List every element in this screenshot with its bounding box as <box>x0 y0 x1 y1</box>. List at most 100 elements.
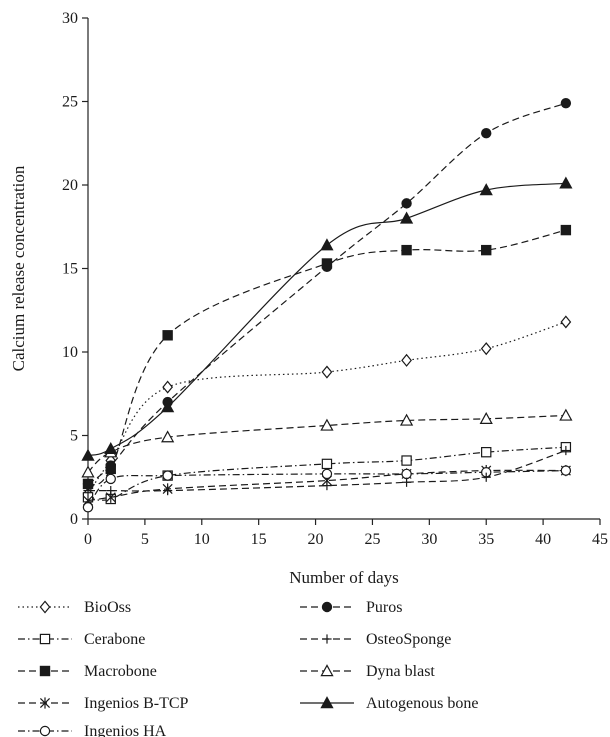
y-tick-label: 5 <box>70 428 78 445</box>
legend-label: Cerabone <box>84 631 145 648</box>
series-autogenous-bone <box>81 176 573 461</box>
data-point-cerabone <box>321 458 333 470</box>
data-point-osteosponge <box>561 445 571 456</box>
x-tick-label: 40 <box>535 531 551 548</box>
data-point-ingenios-ha <box>321 468 333 480</box>
data-point-puros <box>560 97 572 109</box>
data-point-puros <box>321 261 333 273</box>
legend-label: Dyna blast <box>366 663 435 680</box>
legend-label: BioOss <box>84 599 131 616</box>
data-point-dyna-blast <box>81 465 95 478</box>
x-tick-label: 10 <box>194 531 210 548</box>
y-axis-title: Calcium release concentration <box>9 165 28 371</box>
x-tick-label: 0 <box>84 531 92 548</box>
legend-item-biooss: BioOss <box>18 599 131 616</box>
data-point-dyna-blast <box>559 408 573 421</box>
series-line-autogenous-bone <box>87 182 566 457</box>
data-point-puros <box>105 460 116 471</box>
data-point-ingenios-ha <box>162 470 173 481</box>
data-point-puros <box>481 128 492 139</box>
series-osteosponge <box>83 445 571 496</box>
legend-item-ingenios-ha: Ingenios HA <box>18 723 167 737</box>
y-tick-label: 0 <box>70 511 78 528</box>
data-point-dyna-blast <box>479 411 493 424</box>
legend-label: Autogenous bone <box>366 695 478 712</box>
legend-label: OsteoSponge <box>366 631 451 648</box>
data-point-ingenios-ha <box>82 502 94 513</box>
data-point-osteosponge <box>481 472 491 482</box>
data-point-ingenios-ha <box>401 468 412 480</box>
y-tick-label: 15 <box>62 261 78 278</box>
legend-marker <box>39 600 51 614</box>
data-point-osteosponge <box>401 477 412 487</box>
data-point-cerabone <box>481 447 492 458</box>
x-axis-title: Number of days <box>289 568 399 587</box>
data-point-autogenous-bone <box>81 448 95 461</box>
series-line-macrobone <box>87 229 567 486</box>
data-point-biooss <box>321 365 333 379</box>
legend-label: Puros <box>366 599 402 616</box>
legend-item-autogenous-bone: Autogenous bone <box>300 695 478 712</box>
legend-item-macrobone: Macrobone <box>18 663 157 680</box>
legend-item-cerabone: Cerabone <box>18 631 145 648</box>
data-point-dyna-blast <box>399 413 414 426</box>
legend-item-osteosponge: OsteoSponge <box>300 631 451 648</box>
data-point-autogenous-bone <box>320 238 334 251</box>
data-point-cerabone <box>401 455 412 466</box>
data-point-biooss <box>162 380 174 394</box>
axes: 0 5 10 15 20 25 30 0 5 10 15 20 25 30 35 40 45 <box>62 10 608 548</box>
data-point-autogenous-bone <box>479 183 493 196</box>
data-point-autogenous-bone <box>559 176 573 189</box>
legend-item-dyna-blast: Dyna blast <box>300 663 435 680</box>
legend-marker <box>39 665 51 677</box>
x-tick-label: 15 <box>251 531 267 548</box>
data-point-macrobone <box>481 244 492 256</box>
x-tick-label: 45 <box>592 531 608 548</box>
data-point-osteosponge <box>322 481 332 491</box>
y-tick-label: 30 <box>62 10 78 27</box>
x-tick-label: 5 <box>141 531 149 548</box>
data-point-osteosponge <box>163 486 173 496</box>
series-biooss <box>82 315 572 501</box>
legend-item-ingenios-b-tcp: Ingenios B-TCP <box>18 695 189 712</box>
data-point-dyna-blast <box>320 418 334 431</box>
y-tick-label: 20 <box>62 177 78 194</box>
data-point-ingenios-ha <box>105 473 116 485</box>
series-layer <box>81 97 573 513</box>
legend-label: Macrobone <box>84 663 157 680</box>
y-tick-label: 10 <box>62 344 78 361</box>
series-puros <box>82 97 572 490</box>
x-tick-label: 35 <box>478 531 494 548</box>
data-point-puros <box>401 198 412 209</box>
data-point-autogenous-bone <box>104 442 118 455</box>
legend-marker <box>39 697 51 709</box>
y-tick-label: 25 <box>62 94 78 111</box>
series-ingenios-ha <box>82 465 572 513</box>
data-point-osteosponge <box>83 486 93 496</box>
data-point-biooss <box>480 342 492 356</box>
legend: BioOss Cerabone Macrobone Ingenios B-TCP Ing… <box>18 599 478 737</box>
x-tick-label: 30 <box>421 531 437 548</box>
legend-marker <box>321 601 333 613</box>
legend-marker <box>322 634 332 644</box>
data-point-osteosponge <box>106 486 116 496</box>
legend-marker <box>320 664 334 677</box>
x-tick-label: 25 <box>364 531 380 548</box>
legend-label: Ingenios B-TCP <box>84 695 189 712</box>
legend-marker <box>39 633 51 645</box>
legend-marker <box>39 725 51 737</box>
data-point-dyna-blast <box>161 430 175 443</box>
legend-marker <box>320 696 334 709</box>
data-point-biooss <box>401 353 412 367</box>
data-point-autogenous-bone <box>399 211 414 224</box>
x-tick-label: 20 <box>308 531 324 548</box>
data-point-autogenous-bone <box>161 400 175 413</box>
data-point-macrobone <box>560 224 572 236</box>
data-point-biooss <box>560 315 572 329</box>
data-point-macrobone <box>401 244 412 256</box>
data-point-ingenios-ha <box>560 465 572 476</box>
legend-label: Ingenios HA <box>84 723 167 737</box>
data-point-macrobone <box>162 330 173 341</box>
legend-item-puros: Puros <box>300 599 402 616</box>
